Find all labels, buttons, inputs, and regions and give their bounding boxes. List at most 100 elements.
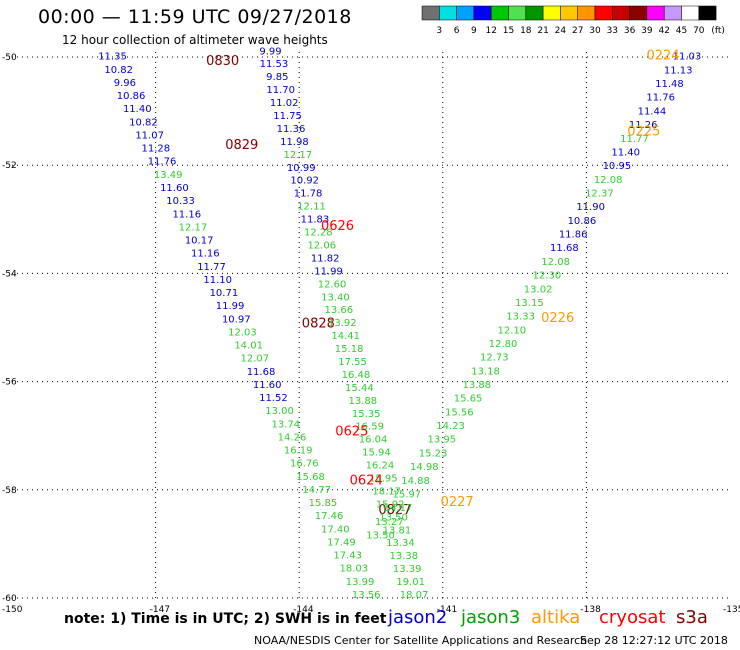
wave-height-point: 12.73: [480, 353, 509, 364]
footer-timestamp: Sep 28 12:27:12 UTC 2018: [580, 634, 728, 647]
legend-cryosat: cryosat: [599, 607, 666, 628]
colorbar-tick-label: 42: [658, 26, 669, 36]
wave-height-point: 11.76: [148, 157, 177, 168]
wave-height-point: 10.86: [568, 216, 597, 227]
wave-height-point: 10.33: [166, 196, 195, 207]
wave-height-point: 13.34: [386, 538, 415, 549]
wave-height-point: 11.26: [629, 120, 658, 131]
wave-height-point: 11.13: [664, 65, 693, 76]
wave-height-point: 11.10: [203, 275, 232, 286]
colorbar-tick-label: 15: [503, 26, 514, 36]
wave-height-point: 15.97: [393, 489, 422, 500]
wave-height-point: 11.48: [655, 79, 684, 90]
wave-height-point: 12.80: [489, 339, 518, 350]
legend-s3a: s3a: [676, 607, 708, 628]
units-note: note: 1) Time is in UTC; 2) SWH is in fe…: [64, 611, 387, 627]
lat-axis-label: -60: [2, 594, 17, 604]
wave-height-point: 13.99: [346, 577, 375, 588]
wave-height-point: 10.92: [290, 176, 319, 187]
colorbar-tick-label: 33: [607, 26, 618, 36]
wave-height-point: 15.23: [419, 448, 448, 459]
wave-height-point: 10.82: [129, 117, 158, 128]
wave-height-point: 16.24: [366, 461, 395, 472]
lat-axis-label: -56: [2, 378, 17, 388]
wave-height-point: 13.56: [352, 590, 381, 601]
legend-altika: altika: [531, 607, 581, 628]
lon-axis-label: -150: [2, 605, 23, 615]
colorbar-tick-label: 6: [454, 26, 460, 36]
wave-height-point: 13.88: [463, 380, 492, 391]
wave-height-point: 13.81: [383, 525, 412, 536]
wave-height-point: 13.49: [154, 170, 183, 181]
colorbar-tick-label: 9: [471, 26, 477, 36]
wave-height-point: 11.40: [611, 147, 640, 158]
wave-height-point: 12.17: [179, 222, 208, 233]
lat-axis-label: -58: [2, 486, 17, 496]
wave-height-point: 13.95: [428, 435, 457, 446]
pass-time-label: 0224: [646, 49, 679, 64]
colorbar-tick-label: 39: [641, 26, 653, 36]
wave-height-point: 13.74: [271, 419, 300, 430]
pass-time-label: 0828: [302, 317, 335, 332]
wave-height-point: 13.38: [390, 551, 419, 562]
pass-time-label: 0227: [441, 495, 474, 510]
wave-height-point: 14.41: [331, 331, 360, 342]
colorbar-tick-label: 21: [537, 26, 548, 36]
colorbar-tick-label: (ft): [711, 26, 725, 36]
wave-height-point: 15.68: [296, 472, 325, 483]
lat-axis-label: -50: [2, 53, 17, 63]
wave-height-point: 11.76: [646, 93, 675, 104]
wave-height-point: 11.35: [98, 52, 127, 63]
wave-height-point: 15.35: [352, 409, 381, 420]
wave-height-point: 16.76: [290, 459, 319, 470]
colorbar-tick-label: 30: [589, 26, 601, 36]
wave-height-point: 11.44: [638, 106, 667, 117]
pass-time-label: 0225: [627, 124, 660, 139]
wave-height-point: 11.16: [191, 249, 220, 260]
wave-height-point: 12.30: [533, 271, 562, 282]
wave-height-point: 11.83: [301, 215, 330, 226]
wave-height-point: 9.99: [259, 46, 281, 57]
wave-height-point: 17.55: [338, 357, 367, 368]
wave-height-point: 11.77: [197, 262, 226, 273]
wave-height-point: 11.40: [123, 104, 152, 115]
lon-axis-label: -138: [580, 605, 601, 615]
wave-height-point: 11.07: [135, 130, 164, 141]
wave-height-point: 13.33: [506, 312, 535, 323]
wave-height-point: 11.52: [259, 393, 288, 404]
wave-height-point: 15.85: [309, 498, 338, 509]
wave-height-point: 11.82: [311, 253, 340, 264]
wave-height-point: 16.59: [355, 422, 384, 433]
wave-height-point: 10.95: [603, 161, 632, 172]
wave-height-point: 11.36: [277, 124, 306, 135]
page-title: 00:00 — 11:59 UTC 09/27/2018: [38, 6, 352, 28]
wave-height-point: 18.17: [372, 486, 401, 497]
legend-jason3: jason3: [461, 607, 521, 628]
wave-height-point: 13.50: [379, 512, 408, 523]
wave-height-point: 11.70: [266, 85, 295, 96]
colorbar-tick-label: 27: [572, 26, 583, 36]
wave-height-point: 13.02: [524, 284, 553, 295]
lon-axis-label: -147: [150, 605, 170, 615]
colorbar-tick-label: 36: [624, 26, 636, 36]
wave-height-point: 10.86: [117, 91, 146, 102]
wave-height-point: 11.68: [247, 367, 276, 378]
wave-height-point: 13.00: [265, 406, 294, 417]
wave-height-point: 14.88: [401, 476, 430, 487]
wave-height-point: 18.07: [400, 590, 429, 601]
wave-height-point: 13.40: [321, 292, 350, 303]
wave-height-point: 13.88: [348, 396, 377, 407]
wave-height-point: 18.03: [340, 564, 369, 575]
wave-height-point: 14.23: [436, 421, 465, 432]
colorbar-tick-label: 70: [693, 26, 705, 36]
wave-height-point: 17.49: [327, 537, 356, 548]
lon-axis-label: -135: [723, 605, 740, 615]
wave-height-point: 11.60: [160, 183, 189, 194]
lon-axis-label: -144: [293, 605, 314, 615]
wave-height-point: 12.11: [297, 202, 326, 213]
wave-height-point: 14.98: [410, 462, 439, 473]
wave-height-point: 13.66: [325, 305, 354, 316]
wave-height-point: 12.08: [594, 175, 623, 186]
pass-time-label: 0625: [335, 425, 368, 440]
